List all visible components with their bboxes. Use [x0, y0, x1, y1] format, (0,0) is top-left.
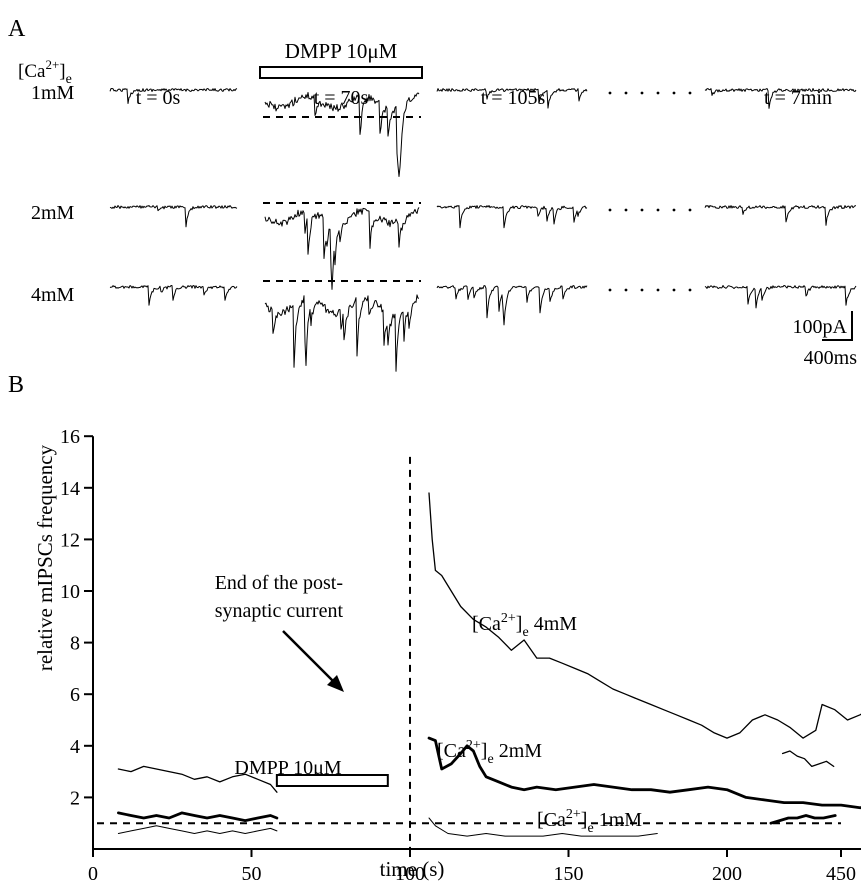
chart-axes: 246810121416050100150200250450 — [60, 426, 861, 883]
series-1-segment-0 — [117, 811, 279, 822]
x-tick-label-200: 200 — [712, 863, 742, 883]
x-tick-label-0: 0 — [88, 863, 98, 883]
chart-overlays — [97, 456, 841, 849]
row-label-2mm: 2mM — [31, 202, 75, 224]
row-label-4mm: 4mM — [31, 284, 75, 306]
series-0-segment-2 — [781, 750, 835, 768]
annotation-line-1: End of the post- — [215, 572, 343, 594]
time-label-1: t = 70s — [314, 87, 369, 109]
scale-bar-time: 400ms — [804, 347, 858, 369]
series-1-segment-1 — [427, 736, 861, 810]
trace-4mM-seg3 — [704, 285, 857, 309]
y-tick-label-6: 6 — [70, 684, 80, 706]
x-tick-label-50: 50 — [242, 863, 262, 883]
y-tick-label-10: 10 — [60, 581, 80, 603]
y-tick-label-12: 12 — [60, 529, 80, 551]
series-2-segment-0 — [117, 825, 278, 834]
annotation-arrowhead — [327, 675, 344, 692]
panel-b-drug-bar — [275, 774, 389, 787]
dots-row-4mm — [608, 288, 692, 292]
y-tick-label-16: 16 — [60, 426, 80, 448]
x-tick-label-100: 100 — [395, 863, 425, 883]
series-label-2: [Ca2+]e 1mM — [537, 807, 642, 836]
current-traces — [109, 88, 857, 372]
scale-bar-amplitude: 100pA — [793, 316, 848, 338]
panel-a-drug-bar — [259, 66, 423, 79]
dots-row-1mm — [608, 91, 692, 95]
trace-1mM-seg1 — [264, 92, 420, 177]
time-label-2: t = 105s — [481, 87, 546, 109]
scale-bar — [822, 311, 853, 341]
annotation-arrow — [282, 630, 337, 685]
series-2-segment-1 — [428, 817, 658, 837]
panel-a-label: A — [8, 16, 26, 42]
x-tick-label-150: 150 — [554, 863, 584, 883]
trace-4mM-seg2 — [436, 285, 588, 326]
annotation-line-2: synaptic current — [215, 600, 344, 622]
trace-2mM-seg1 — [264, 207, 420, 290]
panel-b-label: B — [8, 372, 24, 398]
trace-1mM-seg3 — [704, 88, 857, 109]
trace-4mM-seg1 — [264, 294, 420, 372]
series-label-0: [Ca2+]e 4mM — [472, 611, 577, 640]
chart-series: [Ca2+]e 4mM [Ca2+]e 2mM [Ca2+]e 1mM — [117, 492, 861, 837]
series-1-segment-2 — [769, 814, 837, 825]
y-axis-label: relative mIPSCs frequency — [33, 444, 57, 671]
series-0-segment-1 — [428, 492, 861, 739]
trace-2mM-seg2 — [436, 205, 588, 229]
trace-1mM-seg2 — [436, 88, 588, 109]
panel-a-drug-label: DMPP 10μM — [285, 39, 398, 63]
x-axis-label: time (s) — [380, 857, 445, 881]
y-tick-label-8: 8 — [70, 633, 80, 655]
dots-row-2mm — [608, 208, 692, 212]
time-label-3: t = 7min — [764, 87, 832, 109]
trace-4mM-seg0 — [109, 285, 238, 306]
y-tick-label-14: 14 — [60, 478, 80, 500]
series-label-1: [Ca2+]e 2mM — [437, 738, 542, 767]
trace-2mM-seg3 — [704, 205, 856, 226]
time-label-0: t = 0s — [136, 87, 181, 109]
trace-1mM-seg0 — [109, 88, 238, 104]
series-0-segment-0 — [117, 765, 278, 793]
y-tick-label-4: 4 — [70, 736, 80, 758]
trace-2mM-seg0 — [109, 205, 238, 228]
y-tick-label-2: 2 — [70, 787, 80, 809]
x-tick-label-450: 450 — [826, 863, 856, 883]
row-label-1mm: 1mM — [31, 82, 75, 104]
panel-b-drug-label: DMPP 10μM — [234, 757, 341, 779]
